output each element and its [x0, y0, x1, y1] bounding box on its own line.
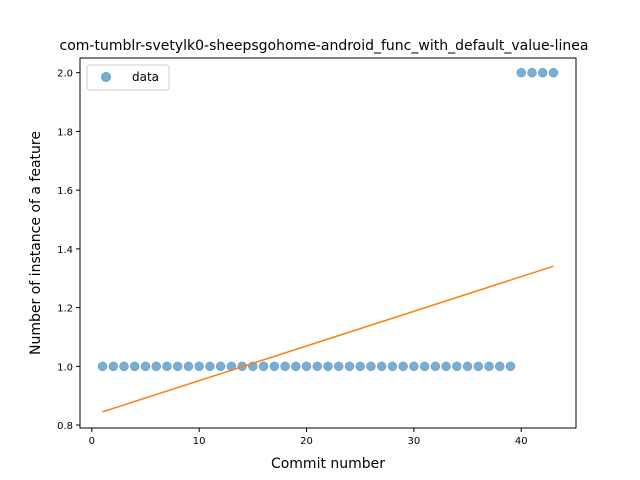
data-point [291, 361, 301, 372]
data-point [376, 361, 387, 372]
x-axis: 0 10 20 30 40 [89, 428, 528, 447]
data-point [505, 361, 516, 372]
axes-frame [79, 57, 577, 429]
data-point [516, 67, 526, 78]
x-tick-label: 10 [193, 436, 206, 447]
data-point [430, 361, 441, 372]
y-tick-label: 1.6 [57, 186, 73, 197]
data-point [537, 67, 548, 78]
y-tick-label: 1.8 [57, 127, 73, 138]
data-point [323, 361, 333, 372]
data-point [398, 361, 408, 372]
data-point [280, 361, 290, 372]
data-point [333, 361, 344, 372]
data-point [258, 361, 269, 372]
data-point [366, 361, 376, 372]
data-point [462, 361, 473, 372]
data-point [419, 361, 430, 372]
y-tick-label: 2.0 [57, 69, 73, 80]
plot-area [97, 67, 559, 413]
x-tick-label: 30 [408, 436, 421, 447]
data-point [484, 361, 494, 372]
x-tick-label: 40 [515, 436, 528, 447]
data-point [409, 361, 419, 372]
fit-line [102, 265, 554, 413]
x-tick-label: 20 [300, 436, 313, 447]
data-point [344, 361, 355, 372]
data-point [130, 361, 140, 372]
y-axis-label: Number of instance of a feature [28, 131, 44, 355]
data-point [301, 361, 312, 372]
data-point [97, 361, 108, 372]
x-tick-label: 0 [89, 436, 95, 447]
data-point [119, 361, 129, 372]
legend-label: data [132, 70, 159, 84]
data-point [452, 361, 462, 372]
data-point [215, 361, 226, 372]
data-point [527, 67, 537, 78]
legend-box [86, 64, 170, 91]
data-point [172, 361, 183, 372]
chart-title: com-tumblr-svetylk0-sheepsgohome-android… [60, 38, 589, 54]
legend: data [86, 64, 170, 91]
data-point [162, 361, 172, 372]
y-tick-label: 1.0 [57, 362, 73, 373]
y-tick-label: 0.8 [57, 421, 73, 432]
data-point [495, 361, 505, 372]
legend-marker [101, 72, 111, 82]
y-tick-label: 1.4 [57, 245, 73, 256]
data-point [194, 361, 204, 372]
x-axis-label: Commit number [271, 456, 385, 472]
data-point [108, 361, 119, 372]
data-point [548, 67, 559, 78]
y-axis: 0.8 1.0 1.2 1.4 1.6 1.8 2.0 [57, 69, 80, 432]
data-point [269, 361, 280, 372]
data-point [151, 361, 161, 372]
y-tick-label: 1.2 [57, 304, 73, 315]
data-point [355, 361, 365, 372]
data-point [473, 361, 484, 372]
data-point [205, 361, 215, 372]
data-point [140, 361, 151, 372]
data-point [441, 361, 451, 372]
data-point [312, 361, 323, 372]
data-point [387, 361, 398, 372]
data-point [183, 361, 194, 372]
